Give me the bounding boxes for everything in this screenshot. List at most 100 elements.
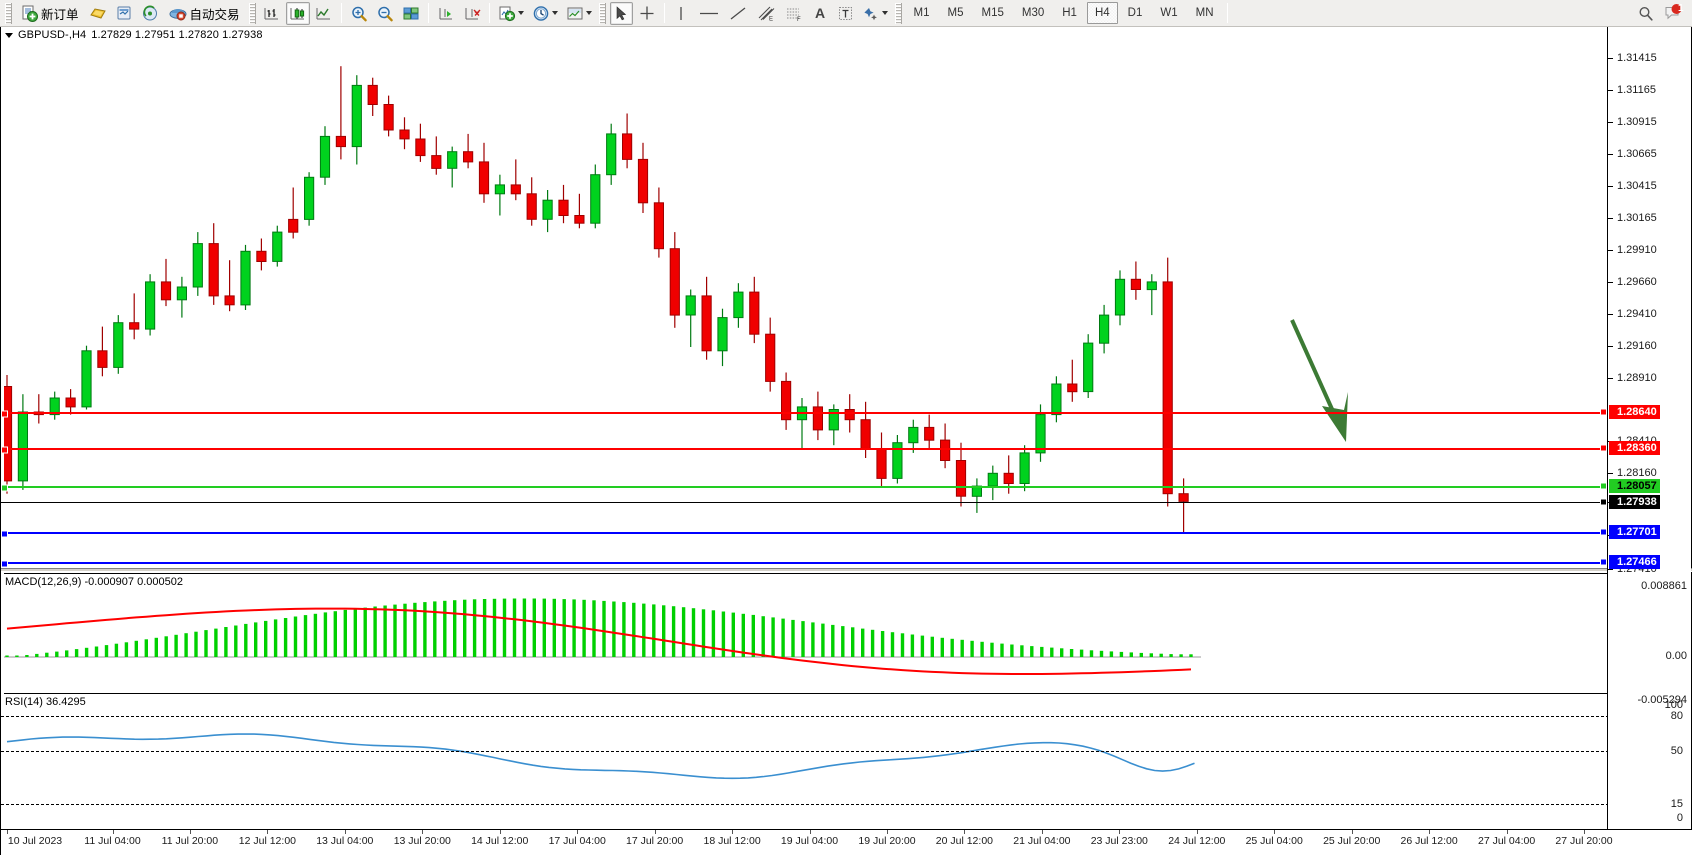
fibonacci-button[interactable]: F	[781, 2, 807, 25]
macd-pane[interactable]: MACD(12,26,9) -0.000907 0.000502	[1, 573, 1609, 691]
charts-button[interactable]	[86, 2, 110, 25]
time-axis-label: 19 Jul 20:00	[858, 835, 916, 847]
chart-shift-button[interactable]	[460, 2, 484, 25]
target-line-2-handle[interactable]	[1, 560, 8, 568]
vertical-line-button[interactable]	[670, 2, 693, 25]
macd-axis-bottom: -0.005294	[1637, 694, 1687, 706]
resistance-line-2-tag[interactable]: 1.28360	[1600, 440, 1660, 455]
time-tick	[1506, 830, 1508, 834]
target-line-1-handle[interactable]	[1, 530, 8, 538]
templates-button[interactable]	[563, 2, 595, 25]
macd-series	[1, 598, 1201, 675]
chevron-down-icon[interactable]	[517, 11, 524, 15]
timeframe-m30[interactable]: M30	[1021, 7, 1045, 19]
resistance-line-1-handle[interactable]	[1, 410, 8, 418]
tile-windows-button[interactable]	[399, 2, 423, 25]
timeframe-mn[interactable]: MN	[1195, 7, 1214, 19]
resistance-line-1-tag-handle[interactable]	[1600, 408, 1607, 416]
time-tick	[1584, 830, 1585, 834]
horizontal-line-button[interactable]	[695, 2, 723, 25]
time-tick	[7, 830, 8, 834]
market-watch-button[interactable]	[112, 2, 136, 25]
support-line-green-handle[interactable]	[1, 484, 8, 492]
timeframe-m1[interactable]: M1	[913, 7, 930, 19]
pane-splitter-1[interactable]	[1, 568, 1692, 572]
time-axis-label: 17 Jul 04:00	[548, 835, 606, 847]
time-tick	[112, 830, 114, 834]
timeframe-m15[interactable]: M15	[981, 7, 1004, 19]
chart-menu-arrow-icon[interactable]	[5, 32, 13, 38]
indicators-button[interactable]	[495, 2, 527, 25]
current-price-line-tag[interactable]: 1.27938	[1600, 494, 1660, 509]
current-price-line[interactable]	[1, 501, 1609, 503]
navigator-icon	[141, 5, 159, 22]
timeframe-h4[interactable]: H4	[1086, 2, 1118, 24]
candlestick-series	[1, 66, 1189, 532]
timeframe-h1[interactable]: H1	[1062, 7, 1077, 19]
target-line-1-tag[interactable]: 1.27701	[1600, 524, 1660, 539]
candlestick-chart-button[interactable]	[285, 1, 310, 25]
target-line-2-tag-handle[interactable]	[1600, 558, 1607, 566]
periods-button[interactable]	[529, 2, 561, 25]
notifications-button[interactable]: 1	[1660, 2, 1686, 25]
resistance-line-1-tag[interactable]: 1.28640	[1600, 405, 1660, 419]
target-line-1[interactable]	[1, 530, 1609, 538]
time-tick	[654, 830, 656, 834]
target-line-2-tag[interactable]: 1.27466	[1600, 554, 1660, 569]
resistance-line-2-handle[interactable]	[1, 446, 8, 454]
bar-chart-icon	[263, 5, 281, 22]
macd-axis-top: 0.008861	[1641, 580, 1687, 592]
trendline-icon	[728, 5, 748, 22]
zoom-out-button[interactable]	[373, 2, 397, 25]
chevron-down-icon-3[interactable]	[585, 11, 592, 15]
arrow-cursor-icon	[613, 5, 629, 21]
resistance-line-2[interactable]	[1, 446, 1609, 454]
price-axis[interactable]: 1.31415 1.31165 1.30915 1.30665 1.30415 1.301…	[1600, 27, 1691, 855]
auto-scroll-button[interactable]	[434, 2, 458, 25]
chevron-down-icon-2[interactable]	[551, 11, 558, 15]
objects-button[interactable]	[859, 2, 891, 25]
chart-window[interactable]: GBPUSD-,H4 1.27829 1.27951 1.27820 1.279…	[0, 27, 1692, 855]
auto-trading-button[interactable]: 自动交易	[164, 2, 245, 25]
equidistant-channel-button[interactable]: E	[753, 2, 779, 25]
down-arrow-annotation[interactable]	[1286, 314, 1356, 454]
time-axis-label: 21 Jul 04:00	[1013, 835, 1071, 847]
price-tick	[1608, 345, 1613, 347]
timeframe-d1[interactable]: D1	[1127, 7, 1143, 19]
resistance-line-2-tag-handle[interactable]	[1600, 444, 1607, 452]
time-axis[interactable]: 10 Jul 2023 11 Jul 04:00 11 Jul 20:00 12 Ju…	[1, 829, 1692, 855]
text-label-button[interactable]	[834, 2, 857, 25]
timeframe-m5[interactable]: M5	[947, 7, 964, 19]
support-line-green[interactable]	[1, 484, 1609, 492]
toolbar-grip[interactable]	[5, 2, 12, 24]
text-button[interactable]: A	[809, 2, 832, 25]
support-line-green-tag[interactable]: 1.28057	[1600, 479, 1660, 494]
price-axis-label: 1.30165	[1617, 211, 1657, 224]
rsi-pane[interactable]: RSI(14) 36.4295	[1, 693, 1609, 829]
chevron-down-icon-4[interactable]	[881, 11, 888, 15]
timeframe-w1[interactable]: W1	[1160, 7, 1178, 19]
search-button[interactable]	[1634, 2, 1658, 25]
support-line-green-tag-handle[interactable]	[1600, 482, 1607, 490]
toolbar-grip-4[interactable]	[894, 2, 902, 24]
zoom-in-button[interactable]	[347, 2, 371, 25]
time-axis-label: 24 Jul 12:00	[1168, 835, 1226, 847]
time-axis-label: 12 Jul 12:00	[238, 835, 296, 847]
crosshair-button[interactable]	[635, 2, 659, 25]
macd-axis-zero: 0.00	[1665, 650, 1687, 662]
current-price-line-tag-handle[interactable]	[1600, 498, 1607, 506]
line-chart-button[interactable]	[312, 2, 336, 25]
price-pane[interactable]	[1, 42, 1609, 569]
bar-chart-button[interactable]	[260, 2, 284, 25]
toolbar-grip-2[interactable]	[248, 2, 256, 24]
trendline-button[interactable]	[725, 2, 751, 25]
resistance-line-1[interactable]	[1, 410, 1609, 418]
time-tick	[344, 830, 346, 834]
toolbar-grip-3[interactable]	[598, 2, 606, 24]
navigator-button[interactable]	[138, 2, 162, 25]
target-line-1-tag-handle[interactable]	[1600, 528, 1607, 536]
toolbar-separator-1	[340, 3, 342, 23]
new-order-button[interactable]: 新订单	[16, 2, 84, 25]
target-line-2[interactable]	[1, 560, 1609, 568]
cursor-button[interactable]	[609, 1, 633, 25]
